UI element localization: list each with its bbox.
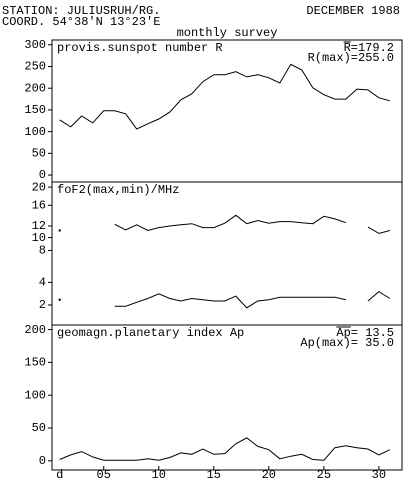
x-axis-label: d <box>56 468 63 480</box>
x-tick-label: 25 <box>317 468 331 480</box>
y-tick-label: 100 <box>24 125 46 139</box>
date: DECEMBER 1988 <box>306 4 400 18</box>
y-tick-label: 200 <box>24 81 46 95</box>
station: STATION: JULIUSRUH/RG. <box>2 4 160 18</box>
x-tick-label: 30 <box>372 468 386 480</box>
y-tick-label: 0 <box>39 168 46 182</box>
y-tick-label: 50 <box>32 147 46 161</box>
y-tick-label: 150 <box>24 103 46 117</box>
x-tick-label: 05 <box>97 468 111 480</box>
annotation: Ap(max)= 35.0 <box>300 336 394 350</box>
y-tick-label: 50 <box>32 421 46 435</box>
y-tick-label: 250 <box>24 60 46 74</box>
y-tick-label: 300 <box>24 38 46 52</box>
panel-frame <box>51 181 403 326</box>
data-line <box>367 226 391 234</box>
x-tick-label: 15 <box>207 468 221 480</box>
annotation: R=179.2 <box>344 41 394 55</box>
data-line <box>114 214 347 232</box>
y-tick-label: 10 <box>32 231 46 245</box>
data-line <box>59 63 391 130</box>
data-line <box>114 293 347 309</box>
y-tick-label: 20 <box>32 180 46 194</box>
y-tick-label: 8 <box>39 244 46 258</box>
y-tick-label: 100 <box>24 388 46 402</box>
y-tick-label: 2 <box>39 298 46 312</box>
y-tick-label: 150 <box>24 356 46 370</box>
coord: COORD. 54°38'N 13°23'E <box>2 15 160 29</box>
annotation: R(max)=255.0 <box>308 51 394 65</box>
x-tick-label: 10 <box>152 468 166 480</box>
data-line <box>367 290 391 302</box>
panel-title: provis.sunspot number R <box>57 41 223 55</box>
y-tick-label: 200 <box>24 323 46 337</box>
annotation: Ap= 13.5 <box>336 326 394 340</box>
y-tick-label: 16 <box>32 198 46 212</box>
y-tick-label: 4 <box>39 276 46 290</box>
data-point <box>58 298 61 301</box>
panel-frame <box>51 324 403 471</box>
panel-title: geomagn.planetary index Ap <box>57 326 244 340</box>
x-tick-label: 20 <box>262 468 276 480</box>
panel-title: foF2(max,min)/MHz <box>57 183 179 197</box>
y-tick-label: 0 <box>39 454 46 468</box>
data-point <box>58 229 61 232</box>
y-tick-label: 12 <box>32 219 46 233</box>
data-line <box>59 437 391 461</box>
subtitle: monthly survey <box>177 26 278 40</box>
